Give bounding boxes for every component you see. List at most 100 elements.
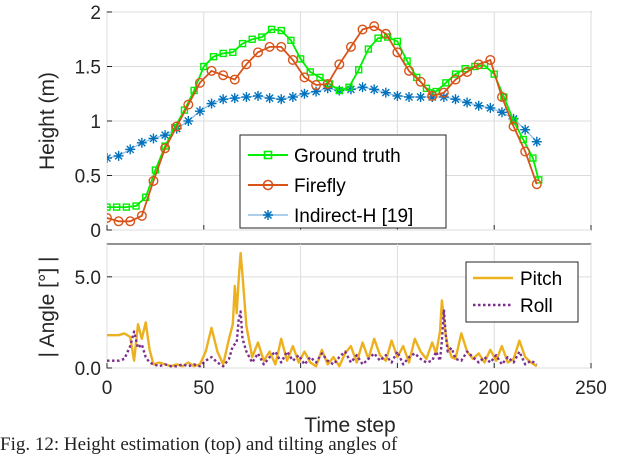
- data-point: [200, 62, 208, 71]
- series-firefly: [107, 21, 542, 227]
- y-tick-label: 1: [90, 112, 101, 133]
- data-point: [287, 36, 295, 45]
- data-point: [374, 34, 382, 42]
- data-point: [322, 78, 333, 89]
- data-point: [125, 144, 136, 155]
- figure-caption: Fig. 12: Height estimation (top) and til…: [0, 434, 398, 455]
- data-point: [450, 94, 461, 105]
- data-point: [125, 216, 136, 227]
- data-point: [415, 76, 426, 87]
- data-point: [209, 52, 218, 61]
- data-point: [194, 77, 205, 88]
- data-point: [248, 35, 256, 43]
- legend-item-indirect-h: Indirect-H [19]: [248, 206, 413, 227]
- data-point: [384, 33, 392, 41]
- y-tick-label: 2: [90, 3, 101, 24]
- data-point: [442, 79, 450, 87]
- data-point: [107, 153, 112, 164]
- data-point: [427, 90, 438, 101]
- bottom-x-ticks: 0 50 100 150 200 250: [102, 363, 607, 399]
- data-point: [206, 98, 217, 109]
- data-point: [451, 70, 460, 78]
- data-point: [415, 92, 426, 103]
- data-point: [253, 47, 264, 58]
- data-point: [238, 39, 247, 48]
- data-point: [241, 92, 252, 103]
- x-tick-label: 250: [575, 378, 607, 399]
- series-line-pitch: [107, 251, 538, 368]
- legend-item-firefly: Firefly: [248, 176, 346, 197]
- x-tick-label: 200: [478, 378, 510, 399]
- data-point: [334, 59, 345, 70]
- legend-marker-circle: [262, 179, 274, 191]
- data-point: [345, 83, 353, 91]
- x-tick-label: 150: [382, 378, 414, 399]
- data-point: [485, 102, 496, 113]
- data-point: [450, 74, 461, 85]
- data-point: [354, 66, 363, 74]
- data-point: [393, 37, 402, 46]
- legend-label: Pitch: [520, 269, 562, 290]
- data-point: [335, 86, 344, 95]
- data-point: [392, 90, 403, 101]
- data-point: [299, 72, 310, 83]
- data-point: [183, 99, 194, 110]
- data-point: [462, 97, 473, 108]
- data-point: [264, 41, 275, 52]
- data-point: [461, 64, 469, 73]
- data-point: [403, 57, 411, 65]
- legend-item-ground-truth: Ground truth: [248, 146, 401, 167]
- data-point: [369, 84, 380, 95]
- top-legend: Ground truth Firefly Indirect-H [19]: [239, 134, 447, 229]
- top-legend-box: [239, 134, 447, 229]
- data-point: [276, 94, 287, 105]
- data-point: [496, 107, 507, 118]
- bottom-series: [107, 251, 538, 368]
- data-point: [276, 41, 287, 52]
- data-point: [364, 45, 373, 53]
- legend-item-roll: Roll: [473, 296, 553, 317]
- data-point: [258, 33, 266, 41]
- data-point: [473, 100, 484, 111]
- bottom-legend: Pitch Roll: [465, 261, 579, 323]
- data-point: [113, 216, 124, 227]
- data-point: [148, 133, 159, 144]
- top-y-ticks: 0 0.5 1 1.5 2: [75, 3, 112, 242]
- data-point: [404, 92, 415, 103]
- data-point: [306, 68, 314, 76]
- legend-marker-asterisk: [263, 210, 273, 220]
- y-tick-label: 1.5: [75, 58, 101, 79]
- x-tick-label: 0: [102, 378, 113, 399]
- data-point: [531, 136, 542, 147]
- bottom-chart: 0.0 5.0 0 50 100 150 200 250 | Angle [°] | Tim…: [36, 243, 607, 437]
- data-point: [392, 47, 403, 58]
- data-point: [529, 154, 537, 162]
- data-point: [148, 175, 159, 186]
- y-tick-label: 0.5: [75, 167, 101, 188]
- data-point: [422, 84, 431, 93]
- legend-label: Roll: [520, 296, 553, 317]
- data-point: [485, 54, 496, 65]
- data-point: [357, 24, 368, 35]
- data-point: [171, 121, 182, 132]
- data-point: [345, 41, 356, 52]
- data-point: [496, 92, 507, 103]
- data-point: [160, 143, 171, 154]
- legend-marker-square: [263, 150, 273, 160]
- y-tick-label: 0.0: [75, 359, 101, 380]
- data-point: [267, 25, 276, 34]
- legend-label: Firefly: [294, 176, 346, 197]
- data-point: [194, 106, 205, 117]
- data-point: [380, 87, 391, 98]
- top-y-axis-label: Height (m): [36, 72, 59, 170]
- data-point: [107, 203, 111, 211]
- data-point: [160, 130, 171, 141]
- data-point: [218, 94, 229, 105]
- data-point: [473, 59, 484, 70]
- data-point: [404, 65, 415, 76]
- data-point: [287, 54, 298, 65]
- data-point: [264, 93, 275, 104]
- x-tick-label: 50: [193, 378, 214, 399]
- legend-label: Ground truth: [294, 146, 401, 167]
